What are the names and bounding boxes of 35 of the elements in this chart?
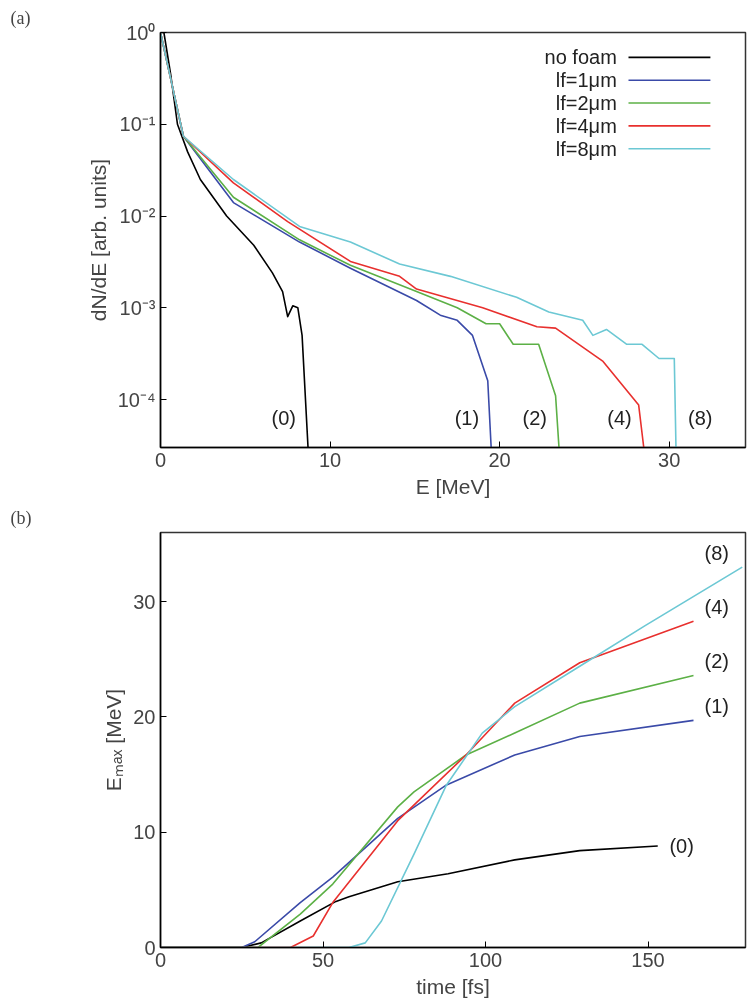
y-tick-label: 10⁻²	[119, 205, 156, 228]
x-tick-label: 30	[658, 448, 681, 471]
x-tick-label: 150	[631, 948, 665, 971]
y-tick-label: 10⁻⁴	[117, 388, 156, 411]
annotation: (4)	[607, 407, 632, 430]
y-tick-label: 10	[133, 821, 156, 844]
annotation: (2)	[522, 407, 547, 430]
annotation: (4)	[704, 596, 729, 619]
annotation: (1)	[454, 407, 480, 430]
y-tick-label: 10⁻³	[119, 296, 156, 319]
annotation: (2)	[704, 650, 729, 673]
y-axis-title: Eₘₐₓ [MeV]	[102, 688, 126, 792]
annotation: (0)	[271, 407, 297, 430]
y-tick-label: 30	[133, 590, 156, 613]
x-axis-title: E [MeV]	[415, 474, 491, 498]
legend-label: lf=1μm	[555, 69, 617, 92]
legend-label: lf=4μm	[555, 114, 617, 137]
annotation: (8)	[687, 407, 713, 430]
x-axis-title: time [fs]	[416, 974, 490, 998]
x-tick-label: 20	[488, 448, 511, 471]
annotation: (0)	[669, 835, 694, 858]
y-axis-title: dN/dE [arb. units]	[86, 158, 110, 322]
legend-label: no foam	[544, 46, 617, 69]
y-tick-label: 10⁻¹	[119, 113, 156, 136]
legend-label: lf=2μm	[555, 92, 617, 115]
annotation: (8)	[704, 542, 729, 565]
y-tick-label: 10⁰	[126, 21, 156, 44]
annotation: (1)	[704, 695, 729, 718]
legend-label: lf=8μm	[555, 137, 617, 160]
x-tick-label: 100	[468, 948, 503, 971]
x-tick-label: 50	[311, 948, 335, 971]
chart-title: (a)	[10, 7, 31, 29]
x-tick-label: 10	[318, 448, 342, 471]
y-tick-label: 20	[133, 705, 156, 728]
chart-title: (b)	[10, 507, 32, 529]
